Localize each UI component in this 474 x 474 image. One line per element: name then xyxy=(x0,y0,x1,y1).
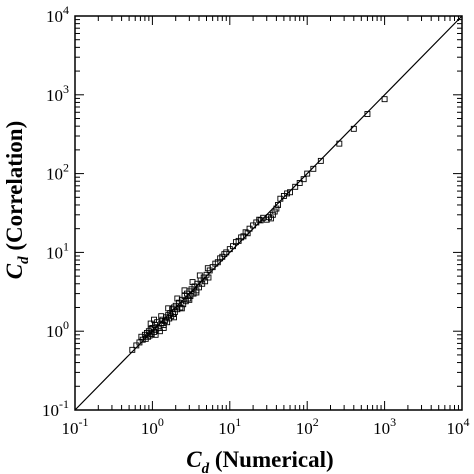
data-point-square xyxy=(196,272,203,279)
y-tick-label: 101 xyxy=(46,239,69,262)
data-point-square xyxy=(181,287,188,294)
data-point-square xyxy=(171,314,177,321)
data-point-square xyxy=(189,279,196,286)
data-point-square xyxy=(158,313,165,320)
data-point-square xyxy=(275,202,281,208)
y-tick-labels: 10-1 100 101 102 103 104 xyxy=(42,3,69,420)
data-point-square xyxy=(226,246,233,253)
parity-line xyxy=(74,15,463,411)
data-point-square xyxy=(170,311,177,318)
data-point-square xyxy=(350,125,357,132)
y-tick-label: 102 xyxy=(46,161,69,184)
data-point-square xyxy=(147,320,154,327)
data-point-square xyxy=(296,180,303,186)
data-point-square xyxy=(336,140,343,147)
data-point-square xyxy=(151,316,157,323)
data-point-square xyxy=(364,111,371,117)
data-point-square xyxy=(186,296,193,303)
x-axis-title: Cd (Numerical) xyxy=(186,447,333,474)
data-point-square xyxy=(246,225,253,232)
data-point-square xyxy=(242,229,249,236)
data-point-square xyxy=(287,189,293,196)
data-point-square xyxy=(193,289,200,296)
data-point-square xyxy=(223,249,230,256)
data-point-square xyxy=(221,251,228,258)
data-point-square xyxy=(129,346,136,353)
data-points xyxy=(129,96,388,353)
data-point-square xyxy=(174,295,181,302)
data-point-square xyxy=(250,222,257,229)
data-point-square xyxy=(156,328,163,335)
data-point-square xyxy=(260,214,267,221)
x-tick-label: 103 xyxy=(373,415,396,438)
data-point-square xyxy=(256,216,263,223)
data-point-square xyxy=(317,157,324,164)
y-tick-label: 104 xyxy=(46,3,69,26)
data-point-square xyxy=(300,176,307,183)
reference-line-group xyxy=(74,15,463,411)
data-point-square xyxy=(273,205,280,212)
plot-frame xyxy=(74,15,463,411)
data-point-square xyxy=(310,165,317,172)
y-tick-label: 10-1 xyxy=(42,397,69,420)
x-tick-label: 102 xyxy=(296,415,319,438)
data-point-square xyxy=(304,170,311,177)
data-point-square xyxy=(269,211,276,218)
data-point-square xyxy=(165,305,172,312)
x-tick-label: 101 xyxy=(218,415,241,438)
x-tick-label: 100 xyxy=(141,415,164,438)
data-point-square xyxy=(267,215,274,222)
x-tick-labels: 10-1 100 101 102 103 104 xyxy=(62,415,470,438)
data-point-square xyxy=(205,274,212,281)
data-point-square xyxy=(202,278,209,285)
data-point-square xyxy=(292,183,299,190)
data-point-square xyxy=(381,96,388,103)
data-point-square xyxy=(178,305,185,312)
data-point-square xyxy=(271,208,278,215)
y-tick-label: 100 xyxy=(46,318,69,341)
y-axis-title: Cd (Correlation) xyxy=(2,121,32,279)
x-tick-label: 10-1 xyxy=(62,415,89,438)
data-point-square xyxy=(174,306,181,313)
data-point-square xyxy=(160,324,167,331)
data-point-square xyxy=(133,342,140,349)
x-tick-label: 104 xyxy=(447,415,470,438)
y-tick-label: 103 xyxy=(46,82,69,105)
